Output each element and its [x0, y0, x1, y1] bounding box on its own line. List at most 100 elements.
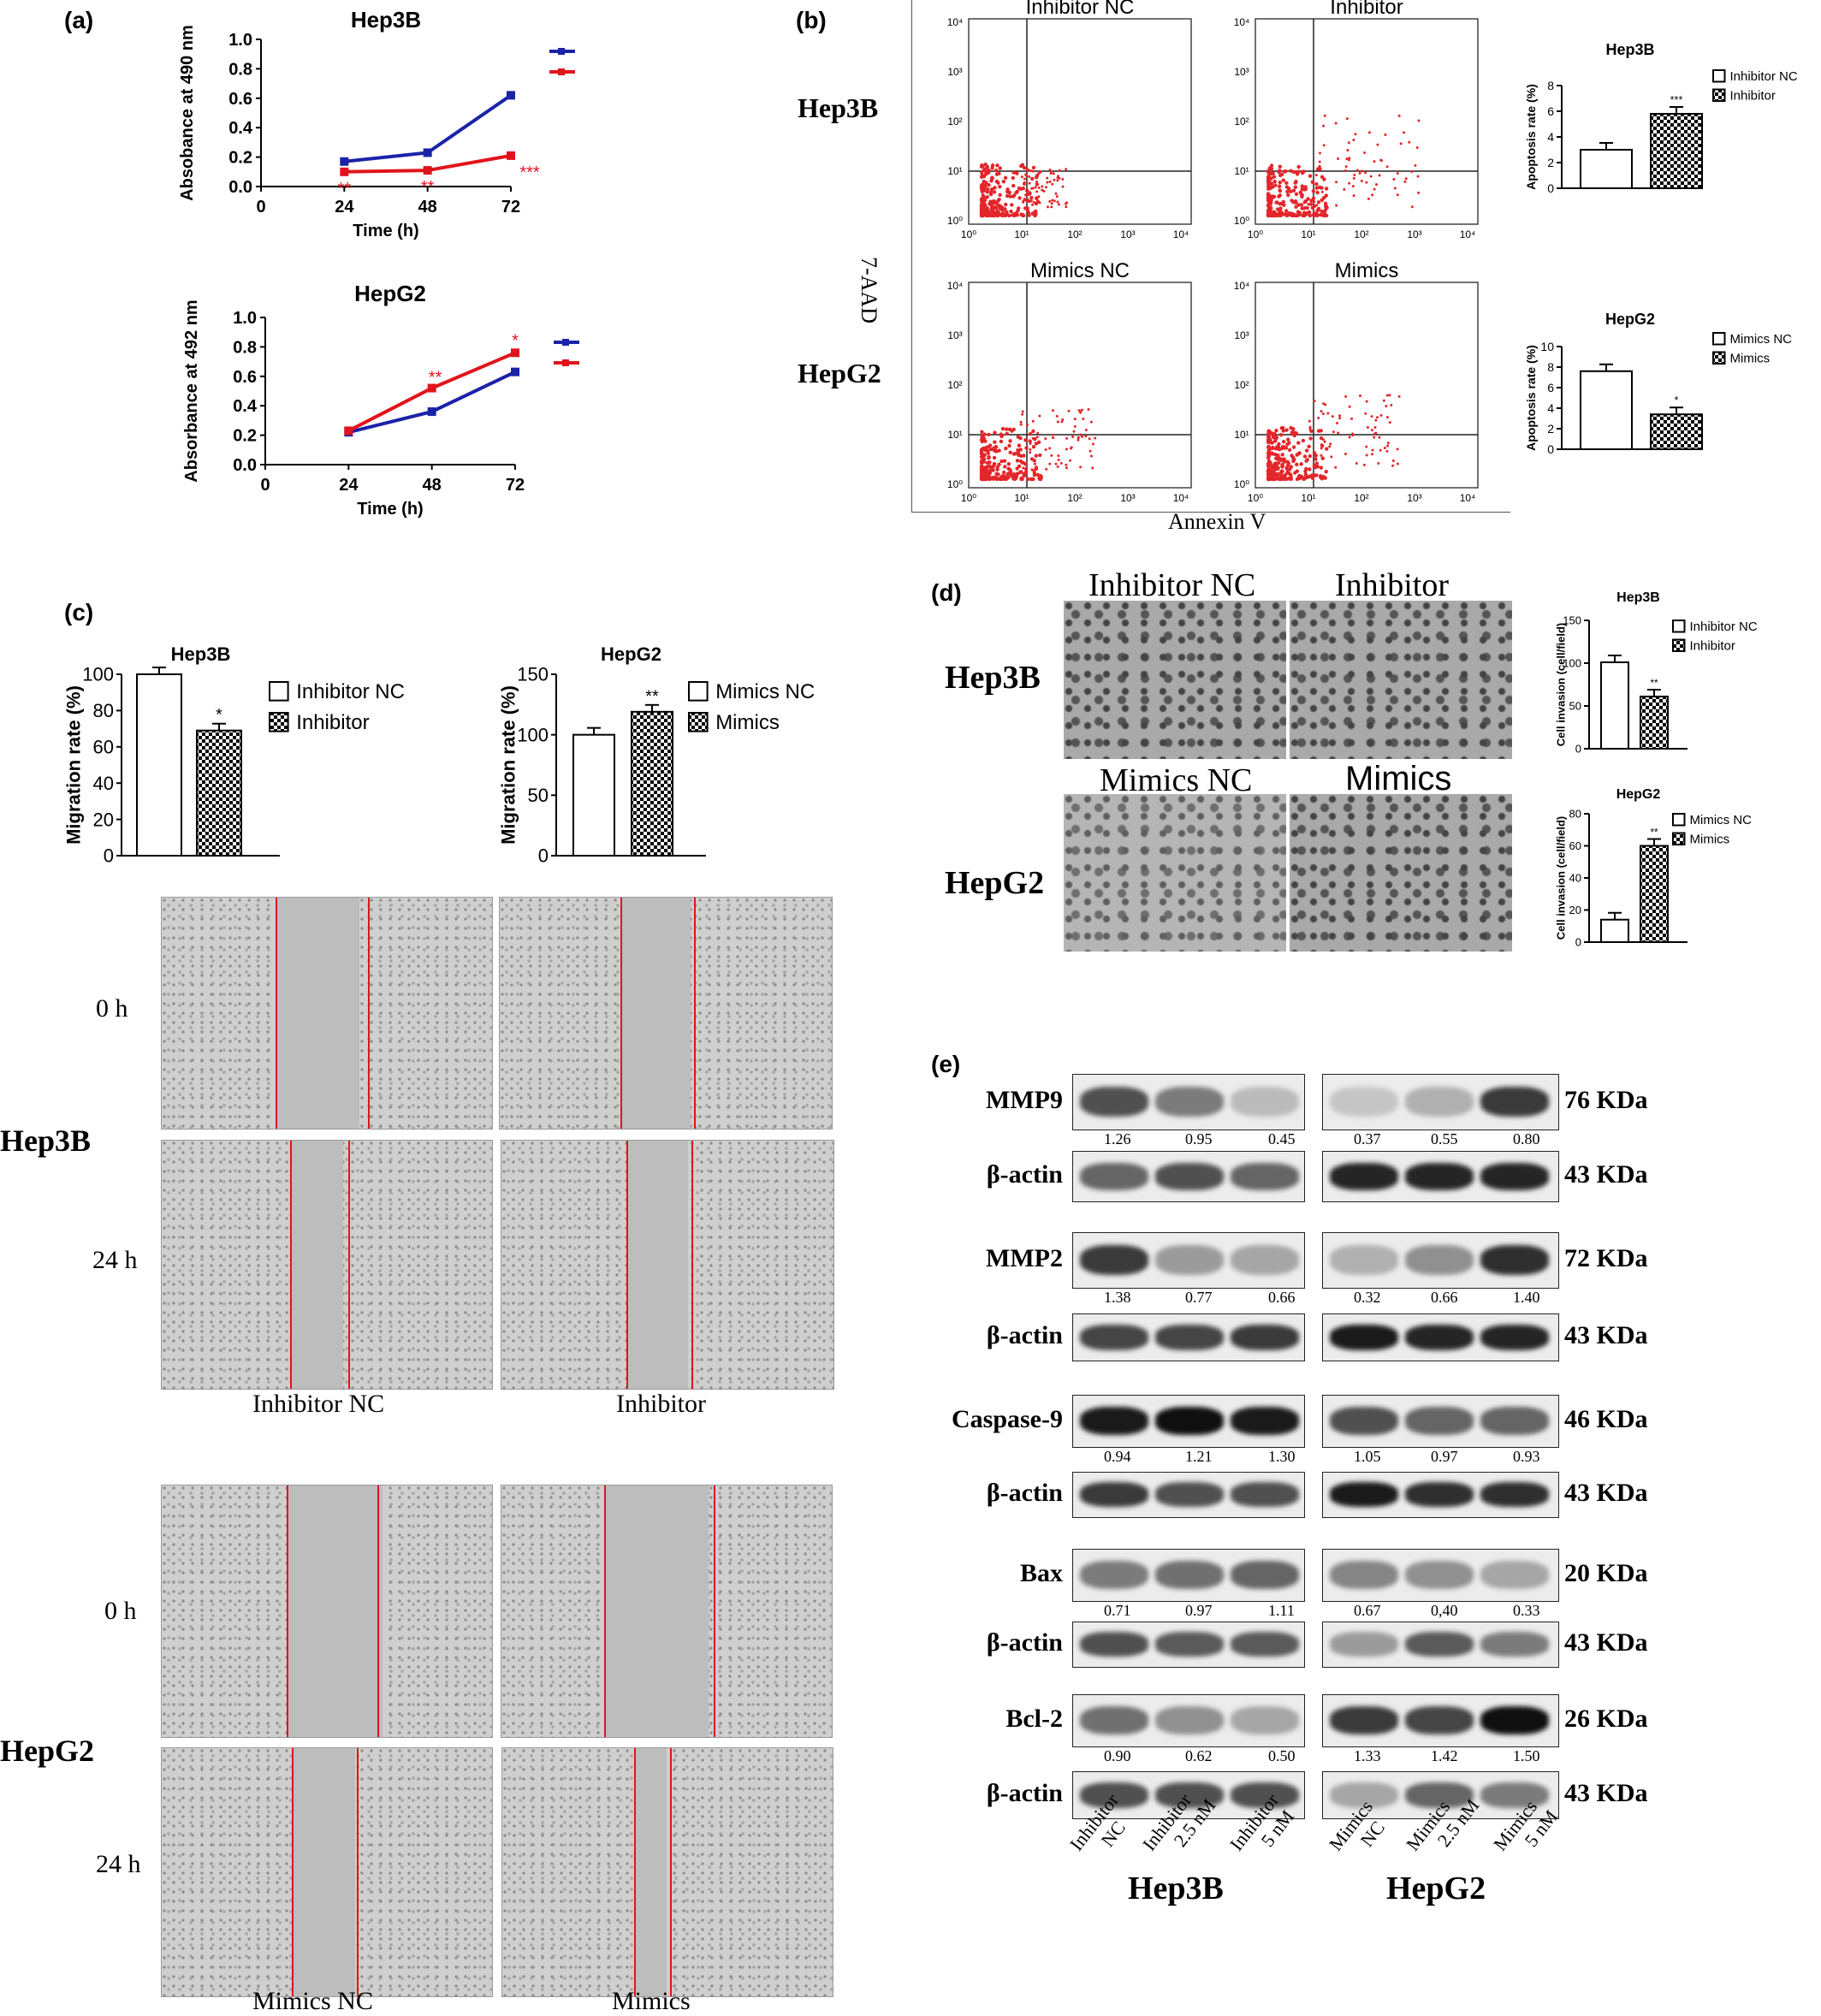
legend-label: Mimics	[1730, 352, 1771, 366]
blot-quant-value: 0.50	[1268, 1747, 1296, 1764]
flow-event	[982, 212, 986, 216]
flow-x-tick: 10³	[1120, 228, 1135, 240]
blot-band	[1405, 1087, 1474, 1118]
blot-band	[1080, 1706, 1148, 1735]
flow-event	[1022, 454, 1026, 458]
flow-event	[1064, 202, 1067, 205]
blot-band	[1480, 1482, 1549, 1508]
flow-event	[1410, 205, 1414, 209]
flow-y-tick: 10¹	[947, 429, 962, 441]
flow-row-hepg2: HepG2	[798, 358, 881, 388]
flow-event	[1319, 475, 1323, 479]
flow-event	[1308, 427, 1312, 430]
blot-band	[1231, 1706, 1299, 1735]
flow-event	[1035, 180, 1039, 183]
flow-event	[1364, 412, 1367, 415]
flow-event	[1048, 168, 1052, 171]
flow-event	[1003, 213, 1007, 218]
flow-event	[1094, 436, 1097, 440]
flow-event	[1371, 429, 1374, 432]
flow-event	[1329, 442, 1332, 446]
flow-event	[1313, 200, 1316, 204]
flow-event	[1373, 425, 1377, 429]
flow-row-hep3b: Hep3B	[798, 92, 879, 123]
blot-kda-label: 43 KDa	[1564, 1779, 1648, 1807]
blot-band	[1480, 1324, 1549, 1350]
flow-event	[1267, 429, 1272, 433]
flow-event	[1310, 476, 1315, 480]
data-point	[427, 407, 436, 417]
flow-event	[979, 437, 984, 442]
flow-event	[1279, 201, 1284, 206]
flow-event	[1302, 199, 1307, 205]
time-label-hepg2-0h: 0 h	[104, 1597, 137, 1625]
flow-event	[1024, 174, 1028, 177]
flow-event	[1324, 403, 1327, 406]
flow-event	[987, 474, 991, 478]
flow-event	[1079, 410, 1083, 413]
blot-kda-label: 20 KDa	[1564, 1559, 1648, 1587]
flow-event	[1041, 188, 1044, 192]
blot-band	[1330, 1324, 1398, 1350]
flow-event	[1011, 427, 1016, 432]
flow-event	[1308, 202, 1313, 206]
blot-band	[1405, 1706, 1474, 1735]
flow-event	[1374, 431, 1378, 435]
flow-event	[1303, 469, 1308, 473]
flow-event	[1034, 465, 1039, 470]
flow-event	[1292, 433, 1297, 438]
flow-event	[1059, 461, 1063, 465]
y-tick-label: 8	[1547, 360, 1554, 374]
significance-star: *	[512, 331, 519, 350]
flow-event	[1345, 157, 1349, 161]
flow-event	[1054, 192, 1058, 195]
flow-event	[991, 464, 996, 469]
legend-swatch	[1712, 332, 1726, 346]
flow-x-tick: 10³	[1120, 492, 1135, 504]
data-point	[423, 166, 432, 175]
flow-event	[1284, 428, 1289, 432]
scratch-row-hep3b: Hep3B	[0, 1124, 92, 1158]
flow-event	[1069, 459, 1072, 462]
flow-event	[1057, 458, 1060, 461]
blot-protein-label: β-actin	[986, 1628, 1063, 1657]
y-tick-label: 0.2	[228, 149, 252, 168]
scratch-hep3b-inh-0h	[499, 897, 833, 1130]
chart-title: HepG2	[1605, 311, 1655, 328]
flow-event	[1007, 213, 1011, 218]
blot-protein-label: Caspase-9	[951, 1405, 1063, 1433]
invasion-hep3b-nc	[1064, 601, 1286, 759]
flow-event	[1028, 175, 1031, 179]
flow-event	[1266, 203, 1271, 208]
flow-event	[1061, 185, 1065, 188]
flow-event	[1319, 151, 1322, 155]
flow-event	[1373, 436, 1376, 439]
flow-event	[1028, 431, 1033, 436]
flow-event	[1041, 185, 1044, 188]
flow-y-tick: 10¹	[1234, 429, 1249, 441]
blot-quant-value: 0.45	[1268, 1130, 1296, 1147]
flow-y-tick: 10⁴	[1234, 16, 1250, 28]
flow-event	[1046, 181, 1049, 184]
flow-event	[990, 176, 994, 181]
flow-event	[1010, 203, 1014, 207]
flow-event	[1023, 206, 1028, 210]
flow-event	[993, 186, 997, 190]
chart-title: HepG2	[601, 643, 661, 665]
y-tick-label: 100	[517, 724, 549, 745]
flow-event	[1278, 188, 1283, 193]
flow-event	[1037, 477, 1042, 482]
flow-event	[1024, 446, 1029, 450]
flow-event	[1002, 459, 1007, 463]
flow-event	[1088, 437, 1091, 441]
panel-e-label: (e)	[931, 1051, 961, 1077]
flow-event	[1316, 200, 1321, 205]
flow-event	[1036, 199, 1040, 203]
flow-event	[1375, 416, 1379, 419]
flow-event	[1005, 431, 1009, 436]
flow-event	[1321, 474, 1326, 479]
flow-event	[1288, 476, 1292, 481]
flow-event	[1051, 433, 1054, 436]
flow-event	[1051, 199, 1054, 202]
blot-band	[1155, 1782, 1224, 1808]
